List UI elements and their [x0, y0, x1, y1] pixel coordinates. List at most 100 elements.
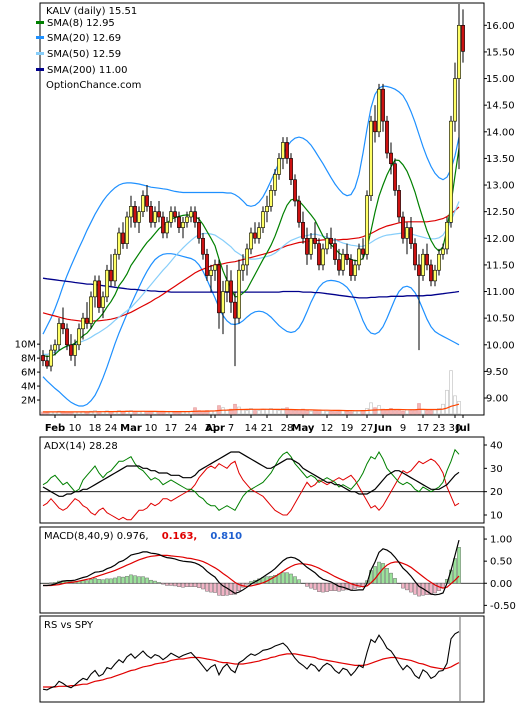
- macd-axis-tick-label: 0.50: [490, 557, 512, 568]
- legend-label-sma-20: SMA(20) 12.69: [47, 33, 121, 44]
- macd-histogram-bar: [189, 583, 193, 588]
- candle-body: [117, 232, 121, 255]
- macd-histogram-bar: [193, 583, 197, 588]
- volume-bar: [165, 411, 169, 415]
- candle-body: [421, 253, 425, 276]
- price-axis-tick-label: 12.00: [486, 234, 515, 245]
- macd-histogram-bar: [329, 583, 333, 591]
- candle-body: [189, 211, 193, 218]
- adx-axis-tick-label: 30: [490, 464, 503, 475]
- price-axis-tick-label: 13.00: [486, 181, 515, 192]
- candle-body: [265, 206, 269, 212]
- macd-histogram-bar: [145, 577, 149, 584]
- macd-histogram-bar: [153, 580, 157, 584]
- volume-bar: [313, 410, 317, 415]
- macd-histogram-bar: [213, 583, 217, 593]
- volume-bar: [197, 410, 201, 415]
- candle-body: [213, 264, 217, 271]
- macd-histogram-bar: [317, 583, 321, 592]
- candle-body: [381, 88, 385, 122]
- candle-body: [197, 222, 201, 239]
- candle-body: [277, 158, 281, 175]
- candle-body: [41, 355, 45, 362]
- volume-bar: [281, 408, 285, 415]
- legend-swatch-sma-20: [36, 36, 44, 39]
- macd-histogram-bar: [221, 583, 225, 596]
- price-axis-tick-label: 16.00: [486, 21, 515, 32]
- legend-label-sma-8: SMA(8) 12.95: [47, 18, 115, 29]
- candle-body: [177, 216, 181, 228]
- candle-body: [201, 237, 205, 255]
- macd-histogram-bar: [49, 582, 53, 584]
- candle-body: [97, 280, 101, 308]
- macd-histogram-bar: [141, 576, 145, 584]
- candle-body: [105, 269, 109, 298]
- macd-histogram-bar: [321, 583, 325, 593]
- date-axis-tick-label: Jul: [455, 423, 470, 434]
- date-axis-tick-label: 19: [341, 423, 354, 434]
- macd-signal-line: [43, 554, 460, 589]
- candle-body: [185, 216, 189, 223]
- volume-bar: [393, 410, 397, 415]
- date-axis-tick-label: 23: [433, 423, 446, 434]
- volume-bar: [449, 370, 453, 415]
- macd-title: MACD(8,40,9) 0.976, 0.163, 0.810: [44, 531, 242, 542]
- candle-body: [53, 344, 57, 351]
- volume-bar: [177, 411, 181, 415]
- volume-bar: [337, 410, 341, 415]
- candle-body: [145, 195, 149, 207]
- macd-histogram-bar: [417, 583, 421, 597]
- volume-axis-tick-label: 6M: [21, 368, 36, 379]
- date-axis-tick-label: 12: [321, 423, 334, 434]
- candle-body: [77, 328, 81, 346]
- macd-histogram-bar: [237, 583, 241, 591]
- volume-bar: [249, 408, 253, 415]
- volume-bars: [41, 370, 461, 415]
- candle-body: [437, 253, 441, 271]
- candle-body: [61, 323, 65, 330]
- candle-body: [113, 253, 117, 282]
- candle-body: [217, 264, 221, 314]
- volume-bar: [269, 408, 273, 415]
- candle-body: [161, 216, 165, 234]
- price-axis-tick-label: 15.50: [486, 47, 515, 58]
- candle-body: [449, 120, 453, 223]
- volume-bar: [345, 410, 349, 415]
- macd-histogram-bar: [401, 583, 405, 589]
- candle-body: [285, 142, 289, 159]
- macd-title-main: MACD(8,40,9) 0.976,: [44, 531, 149, 542]
- candle-body: [49, 349, 53, 367]
- volume-bar: [257, 410, 261, 415]
- candle-body: [69, 344, 73, 356]
- volume-bar: [457, 401, 461, 415]
- adx-panel-frame: [39, 436, 485, 524]
- volume-bar: [277, 410, 281, 415]
- macd-histogram-bar: [181, 583, 185, 588]
- macd-histogram-bar: [297, 579, 301, 584]
- volume-bar: [405, 409, 409, 415]
- volume-axis-tick-label: 10M: [15, 340, 36, 351]
- date-axis-tick-label: 27: [361, 423, 374, 434]
- date-axis-tick-label: 18: [89, 423, 102, 434]
- candle-body: [453, 78, 457, 122]
- candle-body: [457, 24, 461, 79]
- price-panel: 9.00 9.50 10.00 10.50 11.00 11.50 12.00 12.50 13…: [15, 2, 515, 416]
- macd-axis-tick-label: 1.00: [490, 535, 512, 546]
- volume-bar: [261, 409, 265, 415]
- macd-axis-tick-label: -0.50: [490, 601, 516, 612]
- macd-histogram-bar: [205, 583, 209, 592]
- candle-body: [81, 317, 85, 330]
- candle-body: [101, 296, 105, 308]
- volume-bar: [89, 410, 93, 415]
- volume-bar: [373, 407, 377, 415]
- volume-axis-tick-label: 8M: [21, 354, 36, 365]
- macd-histogram-bar: [197, 583, 201, 588]
- candle-body: [225, 280, 229, 292]
- date-axis-tick-label: Apr: [205, 423, 225, 434]
- macd-histogram-bar: [361, 583, 365, 587]
- legend-sma-200: SMA(200) 11.00: [36, 65, 128, 76]
- volume-bar: [305, 410, 309, 415]
- candle-body: [89, 296, 93, 324]
- volume-bar: [285, 407, 289, 415]
